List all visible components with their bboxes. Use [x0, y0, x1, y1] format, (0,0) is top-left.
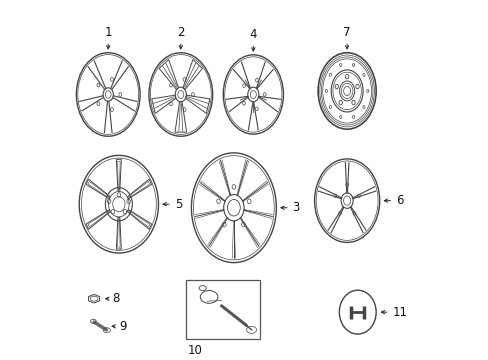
- Text: 2: 2: [177, 26, 184, 39]
- Text: 6: 6: [395, 194, 403, 207]
- Text: 11: 11: [392, 306, 407, 319]
- Text: 10: 10: [187, 344, 203, 357]
- Text: 8: 8: [112, 292, 120, 305]
- Text: 5: 5: [174, 198, 182, 211]
- Text: 1: 1: [104, 26, 112, 39]
- Text: 7: 7: [343, 26, 350, 39]
- Text: 3: 3: [292, 201, 300, 214]
- Bar: [186, 280, 260, 339]
- Text: 4: 4: [249, 28, 257, 41]
- Text: 9: 9: [119, 320, 126, 333]
